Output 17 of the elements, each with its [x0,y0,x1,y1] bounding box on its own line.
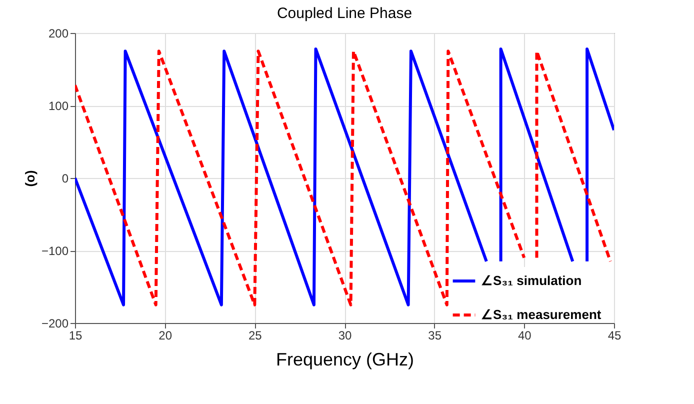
y-tick-label: 100 [48,99,69,113]
x-tick-label: 30 [338,328,352,342]
x-tick-label: 40 [518,328,532,342]
chart-title: Coupled Line Phase [276,5,412,22]
y-tick-label: 200 [48,26,69,40]
x-tick-label: 35 [428,328,442,342]
y-tick-label: −200 [41,316,69,330]
y-axis-title: (o) [22,170,38,187]
legend-label: ∠S₃₁ simulation [481,273,582,288]
x-tick-label: 45 [608,328,622,342]
x-axis-title: Frequency (GHz) [276,350,414,370]
y-tick-label: 0 [62,172,69,186]
x-tick-label: 25 [248,328,262,342]
y-tick-label: −100 [41,244,69,258]
x-tick-label: 15 [68,328,82,342]
x-tick-label: 20 [158,328,172,342]
legend-label: ∠S₃₁ measurement [481,307,602,322]
